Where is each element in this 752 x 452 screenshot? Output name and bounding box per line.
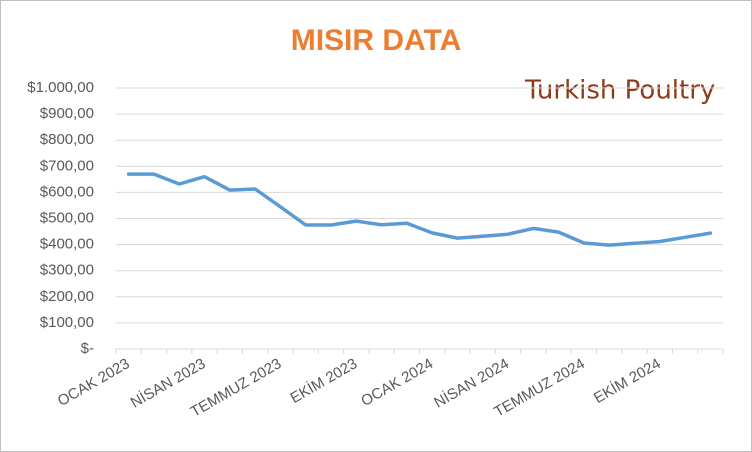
y-tick-label: $800,00 [40, 131, 94, 148]
y-tick-label: $400,00 [40, 236, 94, 253]
y-tick-label: $900,00 [40, 105, 94, 122]
logo: Turkish Poultry [524, 76, 715, 106]
chart-title: MISIR DATA [291, 24, 462, 57]
y-tick-label: $100,00 [40, 314, 94, 331]
y-tick-label: $600,00 [40, 183, 94, 200]
logo-bg [515, 70, 715, 112]
y-tick-label: $200,00 [40, 288, 94, 305]
y-tick-label: $1.000,00 [27, 79, 94, 96]
y-tick-label: $300,00 [40, 262, 94, 279]
data-line [126, 172, 713, 247]
y-tick-label: $700,00 [40, 157, 94, 174]
y-tick-label: $500,00 [40, 209, 94, 226]
y-tick-label: $- [81, 340, 94, 357]
